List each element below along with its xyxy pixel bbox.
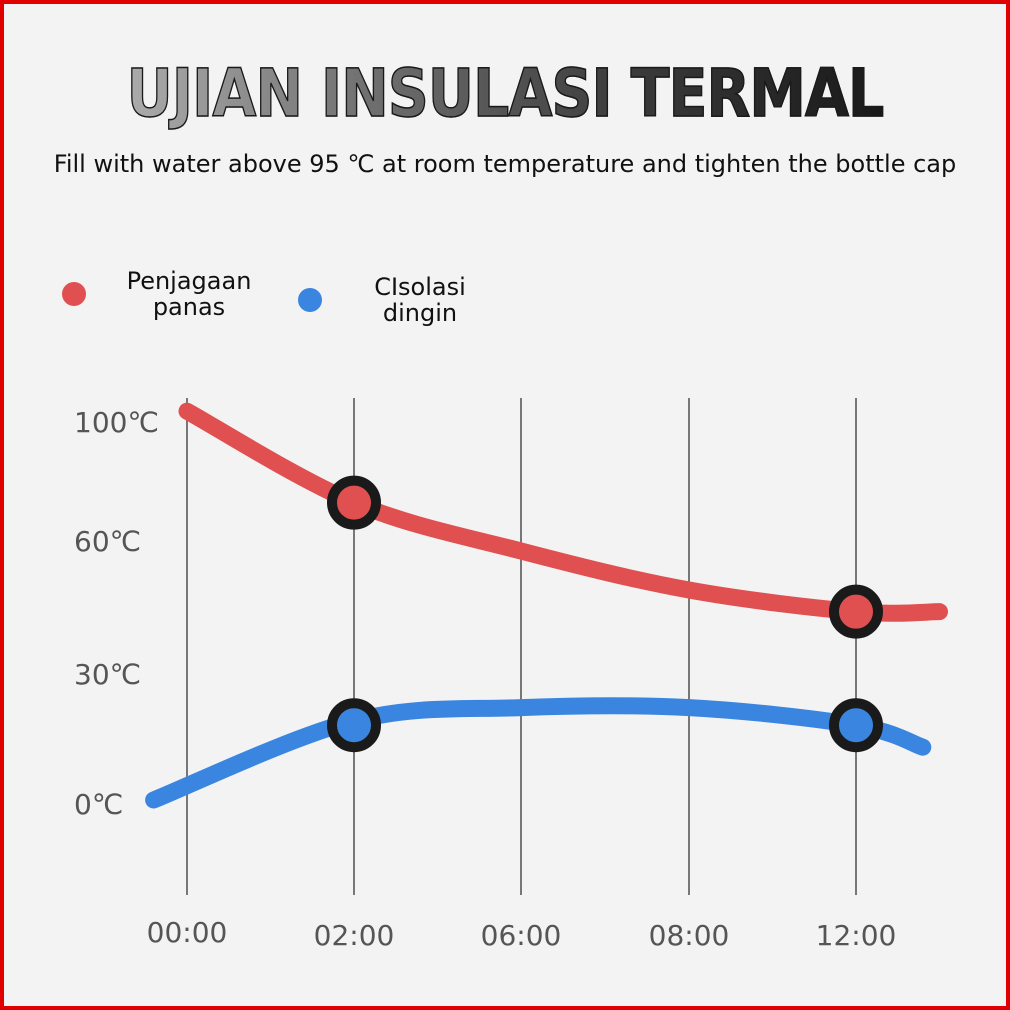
legend-dot-cold (298, 288, 322, 312)
x-tick-label-2: 06:00 (481, 919, 562, 952)
legend-dot-heat (62, 282, 86, 306)
legend-item-cold: CIsolasi dingin (298, 274, 490, 326)
chart-title: UJIAN INSULASI TERMAL (71, 54, 940, 134)
x-tick-label-0: 00:00 (147, 916, 228, 949)
series-line-0 (178, 402, 948, 622)
series-line-1 (145, 697, 932, 809)
y-tick-label-1: 60℃ (74, 525, 141, 558)
legend-item-heat: Penjagaan panas (62, 268, 264, 320)
series-0-marker-1 (829, 584, 883, 639)
series-0-marker-0 (327, 475, 381, 530)
x-tick-label-3: 08:00 (649, 919, 730, 952)
y-tick-label-2: 30℃ (74, 658, 141, 691)
x-tick-label-1: 02:00 (314, 919, 395, 952)
chart-subtitle: Fill with water above 95 ℃ at room tempe… (53, 150, 957, 178)
series-1-marker-1 (829, 698, 883, 753)
y-tick-label-0: 100℃ (74, 406, 159, 439)
legend-label-cold: CIsolasi dingin (374, 273, 466, 327)
y-tick-label-3: 0℃ (74, 788, 123, 821)
x-tick-label-4: 12:00 (816, 919, 897, 952)
series-1-marker-0 (327, 698, 381, 753)
legend-label-heat: Penjagaan panas (126, 267, 252, 321)
